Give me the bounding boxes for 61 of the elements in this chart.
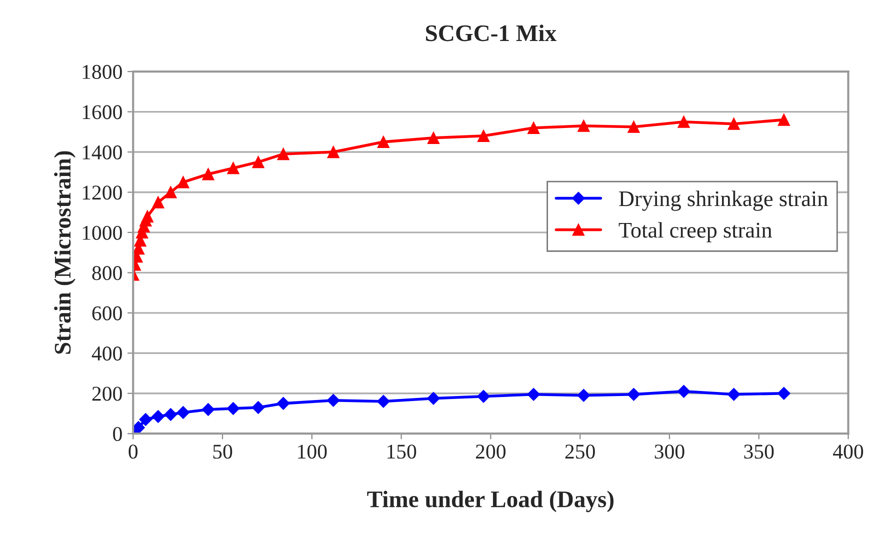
point xyxy=(427,392,440,405)
point xyxy=(527,388,540,401)
point xyxy=(528,122,540,134)
y-tick-label: 600 xyxy=(92,306,122,320)
y-tick-label: 1200 xyxy=(82,186,122,200)
y-tick-label: 800 xyxy=(92,266,122,280)
y-tick-label: 1800 xyxy=(82,64,122,79)
point xyxy=(727,388,740,401)
y-tick-label: 200 xyxy=(92,386,122,401)
x-tick-label: 150 xyxy=(387,444,416,459)
x-axis-title: Time under Load (Days) xyxy=(367,490,614,512)
y-tick-label: 1400 xyxy=(82,145,122,160)
point xyxy=(577,388,590,402)
point xyxy=(376,395,390,408)
point xyxy=(326,394,340,407)
point xyxy=(252,401,265,414)
x-tick-label: 50 xyxy=(213,444,232,459)
x-tick-label: 300 xyxy=(654,444,684,459)
point xyxy=(377,136,390,148)
point xyxy=(728,118,740,130)
point xyxy=(777,386,790,400)
x-tick-label: 250 xyxy=(565,444,595,459)
point xyxy=(627,388,640,401)
x-tick-label: 200 xyxy=(476,444,506,459)
y-tick-label: 0 xyxy=(113,426,122,442)
point xyxy=(139,413,152,426)
point xyxy=(477,130,490,142)
y-tick-label: 1000 xyxy=(82,226,122,240)
point xyxy=(677,384,690,398)
x-tick-label: 0 xyxy=(128,444,138,459)
point xyxy=(427,132,440,144)
point xyxy=(202,168,214,180)
chart-title: SCGC-1 Mix xyxy=(426,24,556,42)
x-tick-label: 100 xyxy=(298,444,327,459)
point xyxy=(578,120,590,132)
point xyxy=(678,116,690,128)
point xyxy=(133,421,145,434)
y-tick-label: 1600 xyxy=(82,105,122,120)
point xyxy=(152,196,164,208)
point xyxy=(277,148,290,160)
y-axis-title: Strain (Microstrain) xyxy=(54,151,76,354)
point xyxy=(276,397,290,410)
point xyxy=(477,390,490,403)
point xyxy=(141,210,154,222)
x-tick-label: 350 xyxy=(744,444,774,459)
point xyxy=(226,402,240,415)
legend-label: Drying shrinkage strain xyxy=(619,190,828,211)
point xyxy=(164,186,177,198)
x-tick-label: 400 xyxy=(833,444,864,459)
point xyxy=(177,176,190,188)
point xyxy=(164,408,178,421)
y-tick-label: 400 xyxy=(92,346,122,361)
point xyxy=(252,156,264,168)
point xyxy=(227,162,240,174)
legend-label: Total creep strain xyxy=(618,222,772,242)
point xyxy=(778,114,790,126)
point xyxy=(176,406,190,419)
point xyxy=(327,146,340,158)
point xyxy=(628,120,640,133)
point xyxy=(152,410,165,423)
point xyxy=(202,403,215,416)
